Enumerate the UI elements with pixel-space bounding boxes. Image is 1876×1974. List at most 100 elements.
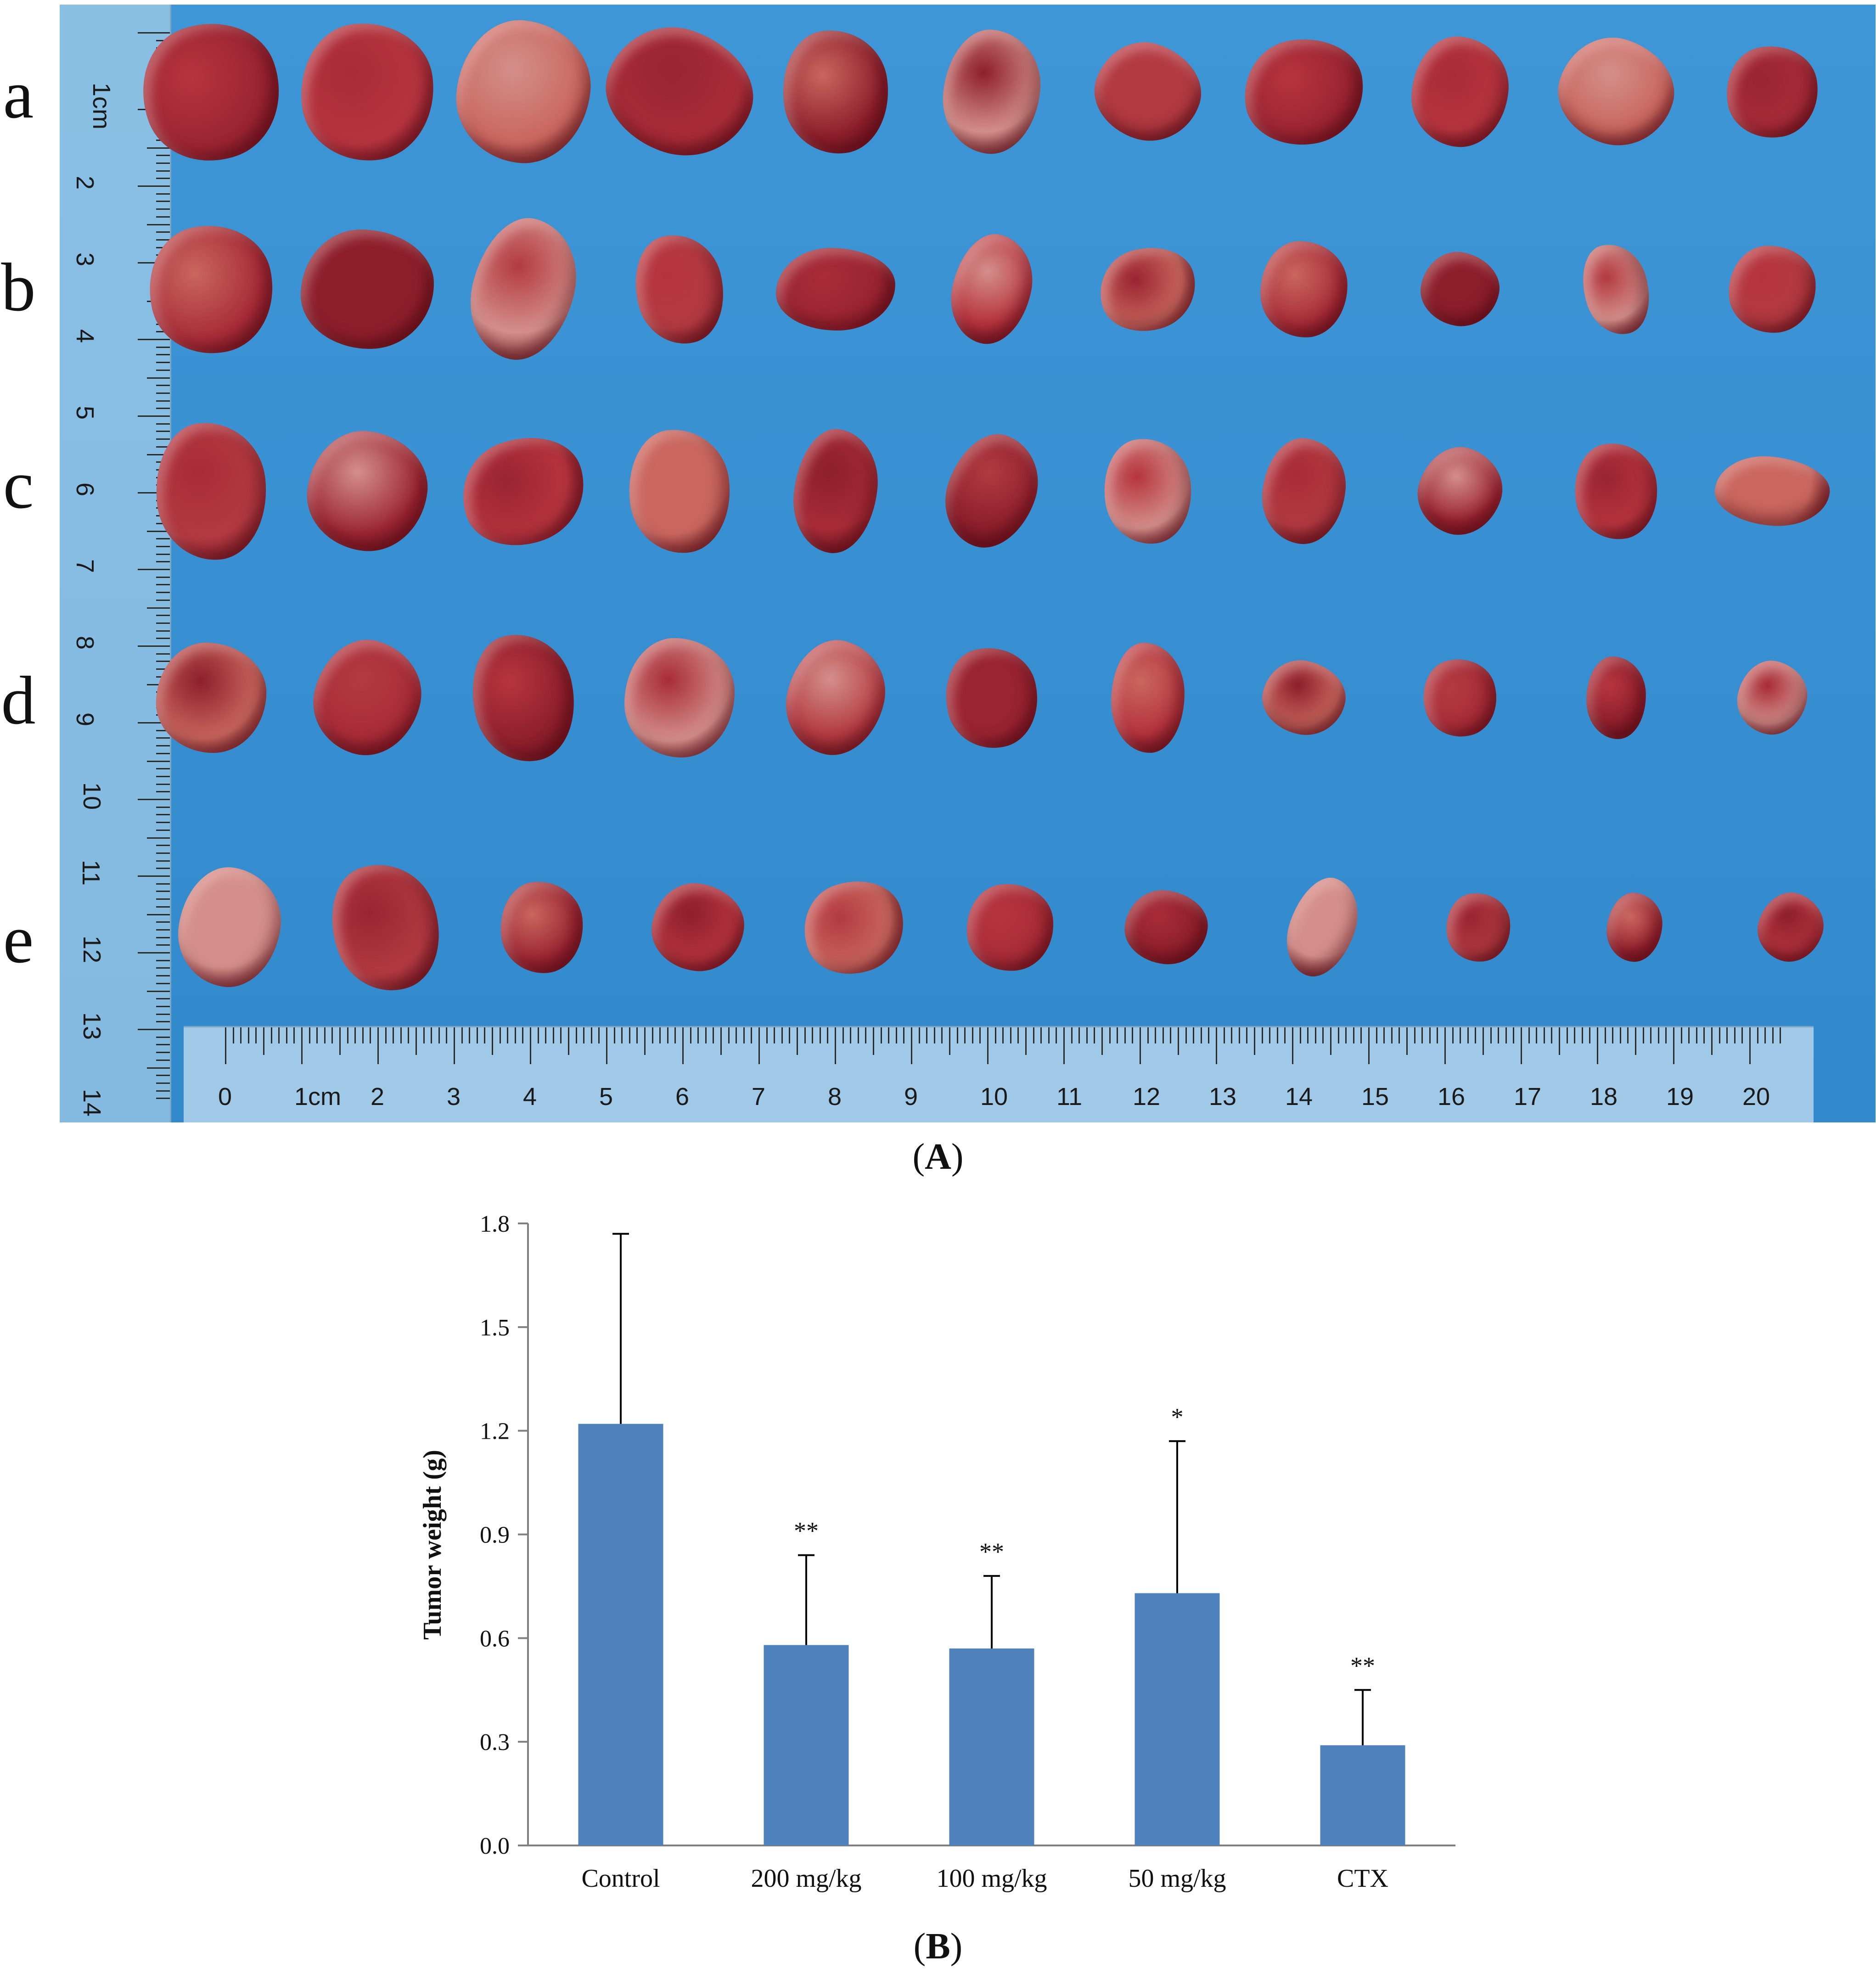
ruler-h-tick: [1635, 1027, 1636, 1055]
ruler-v-tick: [156, 216, 170, 218]
ruler-h-tick: [263, 1027, 264, 1055]
ruler-v-tick: [156, 630, 170, 632]
ruler-h-tick: [1063, 1027, 1065, 1064]
ruler-h-tick: [240, 1027, 242, 1043]
ruler-h-tick: [1025, 1027, 1027, 1055]
ruler-v-tick: [147, 990, 170, 992]
ruler-v-tick: [138, 339, 170, 340]
ruler-h-label: 12: [1133, 1083, 1161, 1110]
ruler-h-tick: [339, 1027, 341, 1055]
ruler-h-tick: [1475, 1027, 1477, 1043]
ruler-h-tick: [590, 1027, 592, 1043]
ruler-h-tick: [1314, 1027, 1316, 1043]
ruler-v-tick: [156, 423, 170, 425]
ruler-h-tick: [225, 1027, 226, 1064]
ruler-h-tick: [416, 1027, 417, 1055]
ruler-v-tick: [156, 446, 170, 448]
ruler-v-tick: [138, 875, 170, 877]
ruler-h-label: 10: [980, 1083, 1008, 1110]
ruler-h-tick: [1140, 1027, 1141, 1064]
ruler-h-label: 18: [1590, 1083, 1618, 1110]
ruler-v-tick: [156, 1075, 170, 1077]
ruler-h-tick: [979, 1027, 981, 1043]
ruler-h-tick: [514, 1027, 516, 1043]
ruler-h-tick: [1574, 1027, 1576, 1043]
ruler-v-tick: [156, 729, 170, 731]
ruler-h-tick: [751, 1027, 753, 1043]
ruler-h-label: 6: [675, 1083, 690, 1110]
ruler-v-tick: [156, 668, 170, 670]
ruler-h-tick: [1460, 1027, 1461, 1043]
ruler-v-tick: [156, 806, 170, 808]
ruler-h-tick: [1703, 1027, 1705, 1043]
y-tick-label: 1.8: [480, 1211, 510, 1237]
ruler-h-tick: [362, 1027, 364, 1043]
ruler-h-tick: [1399, 1027, 1400, 1043]
ruler-h-tick: [247, 1027, 249, 1043]
ruler-h-tick: [1383, 1027, 1385, 1043]
ruler-v-tick: [156, 553, 170, 555]
ruler-h-tick: [812, 1027, 814, 1043]
ruler-h-tick: [1490, 1027, 1492, 1043]
ruler-v-tick: [156, 431, 170, 432]
ruler-v-tick: [156, 615, 170, 617]
ruler-v-tick: [138, 645, 170, 647]
y-axis-title: Tumor weight (g): [418, 1450, 447, 1640]
ruler-h-tick: [728, 1027, 730, 1043]
ruler-h-tick: [545, 1027, 547, 1043]
y-tick-label: 0.6: [480, 1626, 510, 1652]
ruler-v-tick: [156, 592, 170, 594]
ruler-h-tick: [1360, 1027, 1362, 1043]
ruler-v-tick: [156, 545, 170, 547]
ruler-h-tick: [377, 1027, 379, 1064]
ruler-h-tick: [309, 1027, 310, 1043]
ruler-h-label: 5: [599, 1083, 613, 1110]
ruler-v-tick: [156, 906, 170, 908]
ruler-v-tick: [156, 775, 170, 777]
ruler-v-tick: [156, 561, 170, 563]
ruler-v-tick: [156, 891, 170, 892]
ruler-h-tick: [880, 1027, 882, 1043]
y-tick-label: 1.5: [480, 1315, 510, 1341]
ruler-h-tick: [393, 1027, 394, 1043]
significance-mark: **: [1350, 1652, 1375, 1679]
ruler-h-tick: [255, 1027, 257, 1043]
bars: [578, 1424, 1405, 1845]
ruler-v-tick: [156, 400, 170, 402]
ruler-v-tick: [147, 454, 170, 455]
ruler-h-tick: [1254, 1027, 1255, 1055]
ruler-v-tick: [138, 799, 170, 800]
ruler-h-tick: [743, 1027, 745, 1043]
ruler-h-tick: [1726, 1027, 1728, 1043]
y-tick-label: 0.3: [480, 1729, 510, 1755]
ruler-h-tick: [644, 1027, 646, 1055]
ruler-v-tick: [138, 492, 170, 494]
row-label-e: e: [3, 901, 34, 977]
ruler-h-label: 9: [904, 1083, 918, 1110]
ruler-h-tick: [1421, 1027, 1423, 1043]
ruler-h-label: 13: [1209, 1083, 1237, 1110]
ruler-h-tick: [804, 1027, 806, 1043]
ruler-v-tick: [147, 377, 170, 379]
ruler-h-tick: [1185, 1027, 1187, 1043]
ruler-h-tick: [1650, 1027, 1652, 1043]
ruler-h-tick: [1642, 1027, 1644, 1043]
ruler-v-tick: [147, 760, 170, 762]
ruler-h-tick: [1513, 1027, 1515, 1043]
ruler-h-tick: [1696, 1027, 1697, 1043]
ruler-h-tick: [1307, 1027, 1309, 1043]
ruler-v-tick: [138, 415, 170, 417]
ruler-h-tick: [1597, 1027, 1598, 1064]
ruler-h-tick: [1757, 1027, 1758, 1043]
ruler-v-tick: [156, 768, 170, 770]
ruler-v-tick: [156, 162, 170, 164]
ruler-v-tick: [147, 530, 170, 532]
significance-marks: *******: [794, 1403, 1375, 1679]
ruler-h-tick: [606, 1027, 607, 1064]
ruler-h-tick: [1299, 1027, 1301, 1043]
ruler-h-tick: [1109, 1027, 1111, 1043]
ruler-h-tick: [964, 1027, 966, 1043]
ruler-v-tick: [138, 569, 170, 570]
ruler-v-tick: [156, 622, 170, 624]
ruler-v-tick: [156, 1036, 170, 1038]
